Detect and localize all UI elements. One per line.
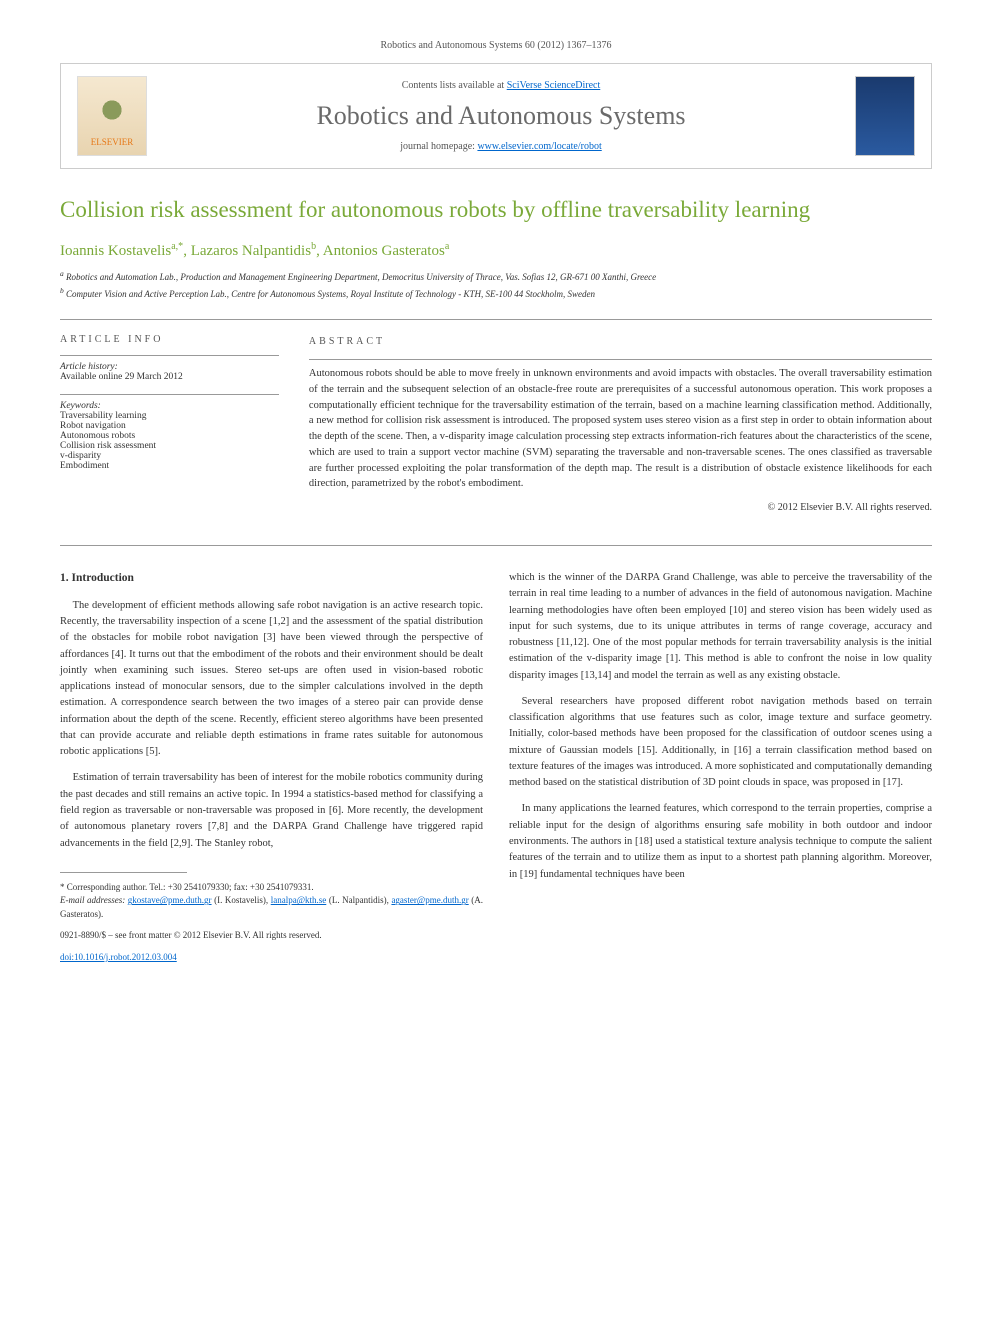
corresponding-text: Corresponding author. Tel.: +30 25410793… — [67, 882, 314, 892]
corresponding-author: * Corresponding author. Tel.: +30 254107… — [60, 881, 483, 895]
elsevier-label: ELSEVIER — [91, 137, 134, 147]
journal-homepage-line: journal homepage: www.elsevier.com/locat… — [163, 141, 839, 152]
keyword-4: Collision risk assessment — [60, 441, 279, 451]
keyword-3: Autonomous robots — [60, 431, 279, 441]
affil-a-mark: a — [60, 269, 64, 278]
keyword-2: Robot navigation — [60, 421, 279, 431]
journal-name: Robotics and Autonomous Systems — [163, 101, 839, 131]
affil-a-text: Robotics and Automation Lab., Production… — [66, 272, 656, 282]
left-column: 1. Introduction The development of effic… — [60, 570, 483, 965]
author-1-marks: a,* — [171, 241, 183, 252]
author-1-name: Ioannis Kostavelis — [60, 243, 171, 259]
author-2-marks: b — [311, 241, 316, 252]
sciencedirect-link[interactable]: SciVerse ScienceDirect — [507, 80, 601, 91]
author-3-marks: a — [445, 241, 449, 252]
email-addresses: E-mail addresses: gkostave@pme.duth.gr (… — [60, 894, 483, 921]
footnote-rule — [60, 872, 187, 873]
elsevier-logo: ELSEVIER — [77, 76, 147, 156]
affil-b-text: Computer Vision and Active Perception La… — [66, 289, 595, 299]
email-1[interactable]: gkostave@pme.duth.gr — [128, 895, 212, 905]
affiliations: a Robotics and Automation Lab., Producti… — [60, 268, 932, 301]
journal-cover-thumbnail — [855, 76, 915, 156]
keyword-5: v-disparity — [60, 451, 279, 461]
rule-mid — [60, 545, 932, 546]
body-columns: 1. Introduction The development of effic… — [60, 570, 932, 965]
article-title: Collision risk assessment for autonomous… — [60, 197, 932, 223]
author-3[interactable]: Antonios Gasteratosa — [323, 243, 450, 259]
email-1-who: (I. Kostavelis) — [214, 895, 266, 905]
right-para-2: Several researchers have proposed differ… — [509, 694, 932, 792]
left-para-2: Estimation of terrain traversability has… — [60, 770, 483, 851]
doi: doi:10.1016/j.robot.2012.03.004 — [60, 951, 483, 965]
history-heading: Article history: — [60, 362, 279, 372]
affil-b-mark: b — [60, 286, 64, 295]
rule-top — [60, 319, 932, 320]
article-info: ARTICLE INFO Article history: Available … — [60, 334, 279, 515]
history-text: Available online 29 March 2012 — [60, 372, 279, 382]
contents-prefix: Contents lists available at — [402, 80, 507, 91]
copyright-footer: 0921-8890/$ – see front matter © 2012 El… — [60, 929, 483, 943]
emails-label: E-mail addresses: — [60, 895, 125, 905]
author-1[interactable]: Ioannis Kostavelisa,* — [60, 243, 183, 259]
contents-lists-line: Contents lists available at SciVerse Sci… — [163, 80, 839, 91]
abstract-rule — [309, 359, 932, 360]
right-para-1: which is the winner of the DARPA Grand C… — [509, 570, 932, 684]
article-info-label: ARTICLE INFO — [60, 334, 279, 345]
affiliation-a: a Robotics and Automation Lab., Producti… — [60, 268, 932, 285]
section-1-heading: 1. Introduction — [60, 570, 483, 588]
email-3[interactable]: agaster@pme.duth.gr — [391, 895, 468, 905]
homepage-prefix: journal homepage: — [400, 141, 477, 152]
author-2[interactable]: Lazaros Nalpantidisb — [191, 243, 316, 259]
info-abstract-row: ARTICLE INFO Article history: Available … — [60, 334, 932, 515]
homepage-link[interactable]: www.elsevier.com/locate/robot — [477, 141, 601, 152]
abstract-copyright: © 2012 Elsevier B.V. All rights reserved… — [309, 500, 932, 515]
author-3-name: Antonios Gasteratos — [323, 243, 445, 259]
email-2[interactable]: lanalpa@kth.se — [271, 895, 327, 905]
contents-center: Contents lists available at SciVerse Sci… — [163, 80, 839, 152]
author-2-name: Lazaros Nalpantidis — [191, 243, 311, 259]
authors-line: Ioannis Kostavelisa,*, Lazaros Nalpantid… — [60, 241, 932, 260]
info-rule-1 — [60, 355, 279, 356]
keywords-block: Keywords: Traversability learning Robot … — [60, 401, 279, 471]
elsevier-tree-icon — [92, 85, 132, 135]
right-para-3: In many applications the learned feature… — [509, 801, 932, 882]
abstract-label: ABSTRACT — [309, 334, 932, 349]
footnotes: * Corresponding author. Tel.: +30 254107… — [60, 881, 483, 922]
abstract-text: Autonomous robots should be able to move… — [309, 366, 932, 492]
running-head: Robotics and Autonomous Systems 60 (2012… — [60, 40, 932, 51]
left-para-1: The development of efficient methods all… — [60, 598, 483, 761]
info-rule-2 — [60, 394, 279, 395]
abstract: ABSTRACT Autonomous robots should be abl… — [309, 334, 932, 515]
article-history: Article history: Available online 29 Mar… — [60, 362, 279, 382]
keywords-heading: Keywords: — [60, 401, 279, 411]
email-2-who: (L. Nalpantidis) — [329, 895, 387, 905]
right-column: which is the winner of the DARPA Grand C… — [509, 570, 932, 965]
affiliation-b: b Computer Vision and Active Perception … — [60, 285, 932, 302]
keyword-1: Traversability learning — [60, 411, 279, 421]
keyword-6: Embodiment — [60, 461, 279, 471]
doi-link[interactable]: doi:10.1016/j.robot.2012.03.004 — [60, 952, 177, 962]
contents-box: ELSEVIER Contents lists available at Sci… — [60, 63, 932, 169]
